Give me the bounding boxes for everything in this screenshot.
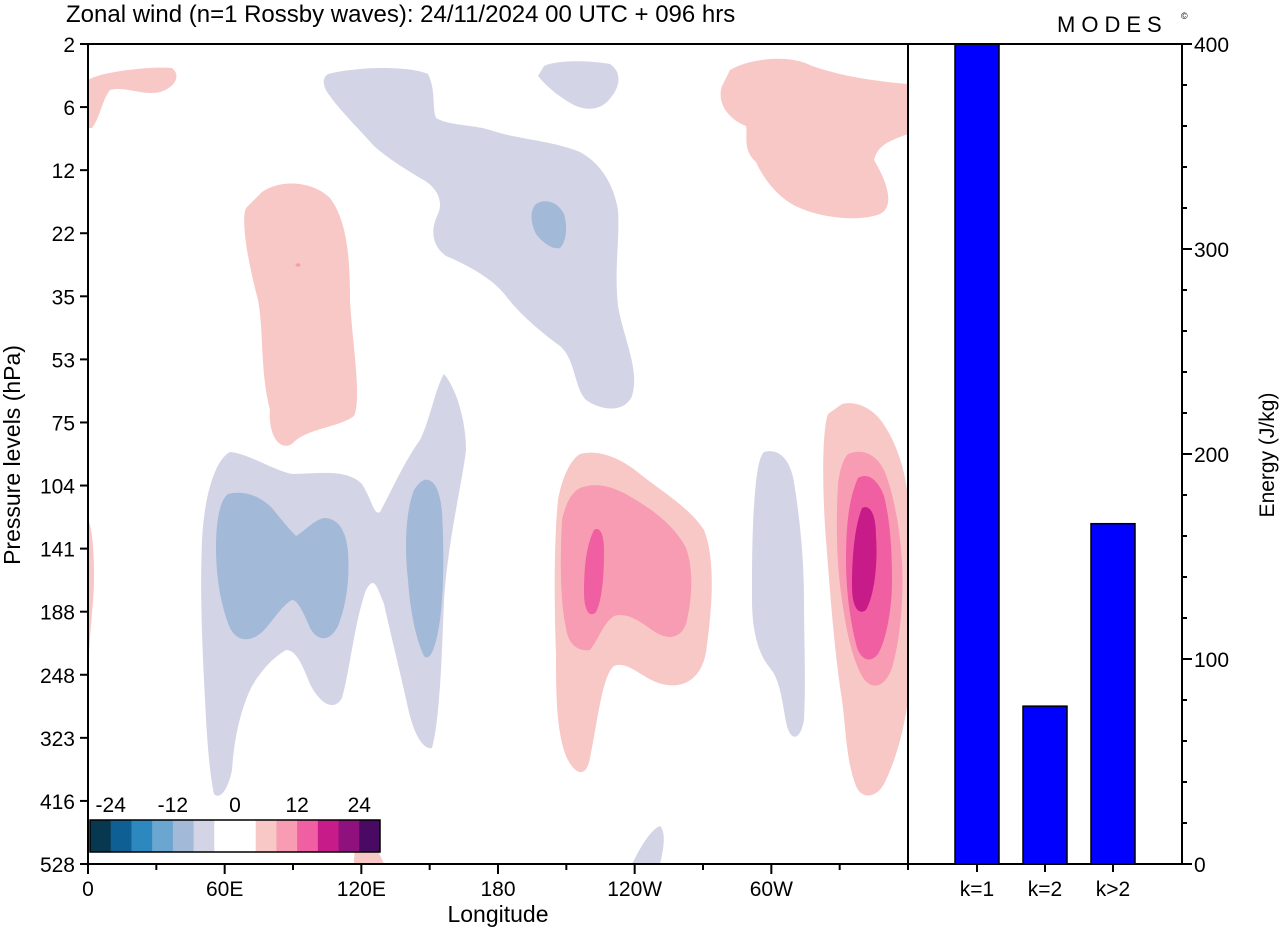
pressure-tick-label: 141: [40, 539, 75, 562]
colorbar-swatch: [131, 820, 153, 852]
pressure-tick-label: 248: [40, 665, 75, 688]
contour-positive-upper-right: [720, 58, 908, 219]
pressure-tick-label: 104: [40, 476, 75, 499]
colorbar-tick-label: 24: [348, 794, 372, 817]
energy-axis: 0 100 200 300 400: [1182, 34, 1229, 877]
colorbar-tick-label: 0: [229, 794, 241, 817]
colorbar-swatch: [276, 820, 298, 852]
energy-tick-label: 0: [1194, 854, 1206, 877]
energy-bar: [1022, 705, 1068, 865]
colorbar: [89, 819, 381, 853]
longitude-tick-label: 60E: [206, 878, 243, 901]
category-label: k=1: [960, 878, 994, 901]
colorbar-swatch: [172, 820, 195, 852]
contour-pink-spot: [295, 263, 301, 267]
energy-bar: [954, 43, 1000, 865]
colorbar-tick-label: -12: [158, 794, 188, 817]
contour-positive-leftedge: [88, 520, 95, 680]
energy-tick-label: 300: [1194, 239, 1229, 262]
energy-tick-label: 200: [1194, 444, 1229, 467]
colorbar-labels: -24 -12 0 12 24: [96, 794, 372, 817]
colorbar-swatch: [193, 820, 215, 852]
energy-tick-label: 100: [1194, 649, 1229, 672]
pressure-tick-label: 12: [52, 160, 75, 183]
contour-positive-upper-left: [244, 183, 358, 446]
pressure-tick-label: 75: [52, 412, 75, 435]
pressure-tick-label: 323: [40, 728, 75, 751]
pressure-tick-label: 188: [40, 602, 75, 625]
contour-blue-upper: [531, 201, 567, 249]
longitude-tick-label: 0: [82, 878, 94, 901]
contour-positive-topleft: [88, 67, 177, 128]
longitude-tick-label: 60W: [750, 878, 793, 901]
colorbar-swatch: [255, 820, 277, 852]
contour-magenta-right: [852, 507, 877, 612]
energy-axis-label: Energy (J/kg): [1256, 393, 1279, 518]
colorbar-swatch: [235, 820, 257, 852]
chart-title: Zonal wind (n=1 Rossby waves): 24/11/202…: [66, 1, 735, 28]
colorbar-swatch: [90, 820, 112, 852]
contour-negative-right: [752, 451, 805, 737]
longitude-tick-label: 120E: [337, 878, 386, 901]
colorbar-swatch: [152, 820, 174, 852]
contour-negative-upper: [323, 68, 635, 409]
pressure-tick-label: 528: [40, 854, 75, 877]
colorbar-swatch: [214, 820, 236, 852]
contour-blue-left: [216, 492, 349, 640]
contour-hotpink-centre: [584, 528, 604, 615]
pressure-tick-label: 6: [63, 97, 75, 120]
contour-negative-top: [538, 61, 619, 109]
pressure-tick-label: 22: [52, 223, 75, 246]
category-label: k>2: [1096, 878, 1130, 901]
pressure-tick-label: 2: [63, 34, 75, 57]
colorbar-swatch: [297, 820, 319, 852]
modes-logo: MODES: [1057, 12, 1168, 37]
contour-fill-magenta: [852, 507, 877, 612]
pressure-tick-label: 416: [40, 791, 75, 814]
colorbar-swatch: [338, 820, 360, 852]
contour-negative-bottom: [632, 826, 664, 864]
modes-logo-mark: ©: [1181, 11, 1188, 21]
energy-tick-label: 400: [1194, 34, 1229, 57]
x-axis-label: Longitude: [447, 901, 548, 927]
longitude-tick-label: 120W: [607, 878, 662, 901]
colorbar-swatch: [110, 820, 132, 852]
energy-bar: [1090, 522, 1136, 865]
contour-blue-mid: [406, 479, 444, 658]
category-label: k=2: [1028, 878, 1062, 901]
pressure-axis: 2 6 12 22 35 53 75 104 141 188 248 323 416 528: [40, 34, 88, 877]
y-axis-label: Pressure levels (hPa): [0, 345, 25, 565]
energy-bars: k=1 k=2 k>2: [954, 43, 1136, 901]
colorbar-tick-label: 12: [285, 794, 308, 817]
longitude-tick-label: 180: [480, 878, 515, 901]
contour-fill-blue: [216, 201, 567, 658]
pressure-tick-label: 35: [52, 286, 75, 309]
longitude-axis: 0 60E 120E 180 120W 60W: [82, 864, 909, 901]
contour-map: [88, 44, 908, 864]
colorbar-swatch: [317, 820, 340, 852]
colorbar-tick-label: -24: [96, 794, 127, 817]
colorbar-swatch: [359, 820, 381, 852]
colorbar-frame: [89, 819, 381, 853]
pressure-tick-label: 53: [52, 349, 75, 372]
